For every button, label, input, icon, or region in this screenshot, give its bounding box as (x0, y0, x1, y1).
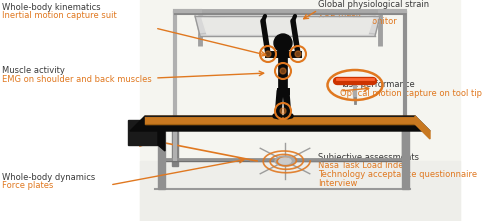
Bar (140, 161, 460, 221)
Text: Nasa Task Load Index: Nasa Task Load Index (318, 162, 408, 170)
Bar (172, 116, 178, 166)
Text: Optical motion capture on tool tip: Optical motion capture on tool tip (340, 88, 482, 97)
Text: Interview: Interview (318, 179, 358, 187)
Polygon shape (158, 120, 165, 151)
Text: Muscle activity: Muscle activity (2, 66, 65, 75)
Text: Task performance: Task performance (340, 80, 415, 89)
Text: Whole-body kinematics: Whole-body kinematics (2, 3, 100, 12)
Text: Subjective assessments: Subjective assessments (318, 153, 419, 162)
Ellipse shape (279, 158, 291, 164)
Bar (140, 0, 460, 221)
Polygon shape (195, 16, 380, 36)
Bar (402, 116, 408, 166)
Circle shape (280, 108, 286, 114)
Text: Force plates: Force plates (2, 181, 54, 191)
Circle shape (265, 51, 271, 57)
Bar (402, 124, 409, 189)
Text: Technology acceptance questionnaire: Technology acceptance questionnaire (318, 170, 477, 179)
Bar (158, 124, 165, 189)
Text: Global physiological strain: Global physiological strain (318, 0, 429, 9)
Text: Whole-body dynamics: Whole-body dynamics (2, 173, 95, 182)
Circle shape (295, 51, 301, 57)
Text: VO2 mask: VO2 mask (318, 8, 360, 17)
Text: EMG on shoulder and back muscles: EMG on shoulder and back muscles (2, 74, 152, 84)
Polygon shape (415, 116, 430, 139)
Circle shape (274, 34, 292, 52)
Text: Heart rate monitor: Heart rate monitor (318, 17, 397, 26)
Circle shape (280, 68, 286, 74)
Bar (128, 120, 158, 145)
Polygon shape (202, 18, 373, 34)
Polygon shape (145, 116, 415, 124)
Ellipse shape (275, 156, 295, 166)
Polygon shape (130, 116, 430, 131)
Text: Inertial motion capture suit: Inertial motion capture suit (2, 11, 117, 21)
